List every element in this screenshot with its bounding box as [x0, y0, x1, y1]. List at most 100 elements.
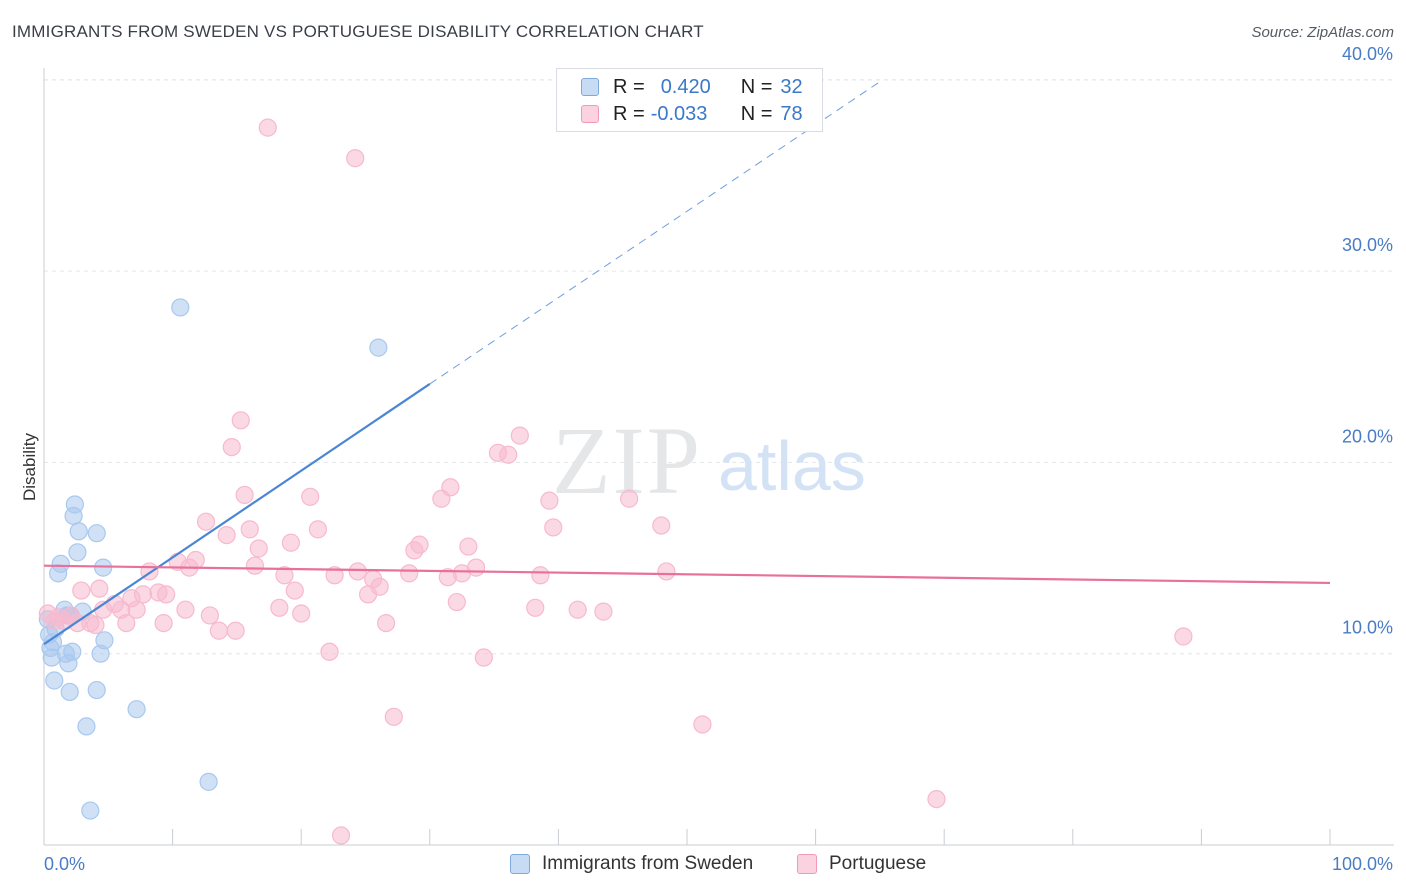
points-layer — [38, 118, 1193, 845]
trendline-sweden-extension — [429, 81, 881, 385]
point-portuguese — [568, 600, 587, 619]
watermark-atlas: atlas — [718, 427, 866, 505]
point-portuguese — [348, 562, 367, 581]
point-portuguese — [200, 606, 219, 625]
n-value: 78 — [780, 102, 803, 125]
point-portuguese — [331, 826, 351, 845]
point-portuguese — [540, 491, 559, 510]
legend-row-sweden: R = 0.420 N = 32 — [581, 74, 803, 100]
bottom-legend-swatch-sweden — [510, 854, 530, 874]
n-value: 32 — [780, 75, 803, 98]
point-portuguese — [186, 550, 205, 570]
tick-labels: 10.0% 20.0% 30.0% 40.0% 0.0% 100.0% — [44, 44, 1393, 874]
point-portuguese — [325, 566, 344, 585]
point-portuguese — [1174, 627, 1193, 646]
point-sweden — [87, 680, 106, 700]
trend-layer — [43, 81, 1331, 646]
point-sweden — [69, 522, 88, 541]
point-portuguese — [285, 581, 304, 600]
point-portuguese — [499, 445, 518, 464]
point-portuguese — [133, 585, 153, 604]
point-portuguese — [127, 600, 146, 619]
r-value: -0.033 — [650, 102, 708, 125]
point-portuguese — [196, 512, 216, 531]
point-portuguese — [531, 566, 550, 585]
point-portuguese — [544, 518, 563, 537]
bottom-legend-sweden: Immigrants from Sweden — [510, 851, 753, 877]
bottom-legend-label-sweden: Immigrants from Sweden — [542, 853, 754, 874]
r-label: R = — [613, 75, 645, 98]
point-portuguese — [249, 539, 268, 558]
point-portuguese — [466, 558, 486, 577]
point-sweden — [95, 631, 114, 650]
point-sweden — [81, 801, 100, 820]
point-sweden — [63, 642, 82, 661]
point-portuguese — [226, 621, 245, 640]
point-portuguese — [376, 613, 396, 633]
point-portuguese — [240, 520, 259, 539]
trendline-portuguese — [43, 564, 1331, 585]
point-portuguese — [154, 613, 173, 633]
point-portuguese — [657, 562, 676, 581]
x-tick-label: 0.0% — [44, 854, 85, 874]
point-portuguese — [301, 487, 320, 506]
bottom-legend-label-portuguese: Portuguese — [829, 853, 927, 874]
y-tick-label: 10.0% — [1342, 618, 1393, 638]
point-sweden — [171, 298, 190, 317]
y-axis-label: Disability — [20, 432, 39, 502]
y-tick-label: 30.0% — [1342, 235, 1393, 255]
point-sweden — [77, 717, 96, 736]
point-portuguese — [90, 579, 109, 598]
x-tick-label: 100.0% — [1332, 854, 1393, 874]
y-tick-label: 40.0% — [1342, 44, 1393, 64]
point-portuguese — [308, 520, 328, 539]
source-label: Source: ZipAtlas.com — [1251, 24, 1394, 41]
point-portuguese — [447, 592, 466, 612]
point-sweden — [45, 671, 64, 690]
point-portuguese — [459, 537, 478, 556]
y-tick-label: 20.0% — [1342, 426, 1393, 446]
point-portuguese — [384, 707, 403, 726]
point-portuguese — [245, 556, 265, 575]
legend-swatch-portuguese — [581, 105, 599, 123]
point-portuguese — [157, 585, 176, 604]
stats-legend: R = 0.420 N = 32 R = -0.033 N = 78 — [556, 68, 823, 132]
point-portuguese — [693, 715, 712, 734]
point-sweden — [51, 554, 70, 573]
point-portuguese — [400, 564, 419, 583]
point-sweden — [68, 543, 87, 562]
point-portuguese — [474, 648, 493, 667]
point-portuguese — [526, 598, 545, 617]
r-label: R = — [613, 102, 645, 125]
point-sweden — [60, 682, 79, 702]
n-label: N = — [740, 102, 773, 125]
point-portuguese — [258, 118, 277, 137]
axis-layer — [43, 68, 1394, 846]
point-sweden — [199, 772, 218, 791]
point-portuguese — [275, 566, 294, 585]
point-portuguese — [441, 478, 460, 497]
point-portuguese — [235, 485, 254, 505]
point-portuguese — [292, 604, 311, 623]
point-portuguese — [594, 602, 613, 621]
point-portuguese — [222, 437, 241, 457]
point-portuguese — [281, 533, 301, 552]
point-portuguese — [346, 149, 365, 168]
point-portuguese — [620, 489, 639, 508]
watermark: ZIP atlas — [552, 407, 866, 514]
point-sweden — [369, 338, 388, 357]
point-portuguese — [72, 581, 91, 600]
point-portuguese — [927, 789, 946, 809]
point-sweden — [87, 524, 106, 543]
bottom-legend-portuguese: Portuguese — [797, 851, 926, 877]
point-portuguese — [510, 426, 529, 445]
point-portuguese — [410, 535, 429, 554]
trendline-sweden — [43, 383, 431, 646]
point-portuguese — [370, 577, 389, 596]
r-value: 0.420 — [660, 75, 711, 98]
legend-row-portuguese: R = -0.033 N = 78 — [581, 101, 803, 127]
point-portuguese — [176, 600, 195, 619]
point-sweden — [127, 700, 146, 719]
point-portuguese — [117, 613, 136, 633]
